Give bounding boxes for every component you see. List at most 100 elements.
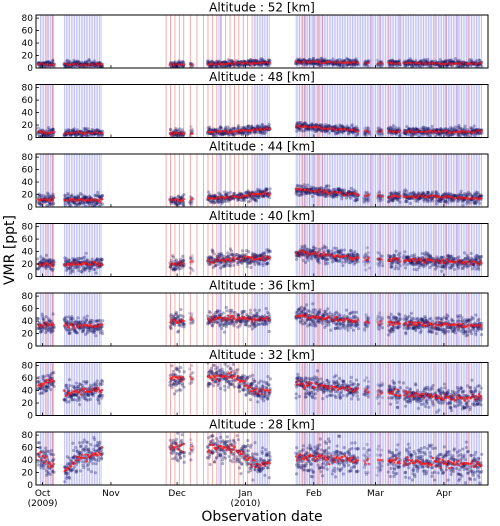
scatter-point	[87, 203, 91, 207]
scatter-point	[310, 128, 314, 132]
scatter-point	[233, 63, 237, 67]
scatter-point	[349, 58, 353, 62]
scatter-point	[243, 191, 247, 195]
scatter-point	[390, 132, 394, 136]
scatter-point	[354, 197, 359, 201]
scatter-point	[453, 56, 457, 61]
scatter-point	[354, 58, 358, 62]
scatter-point	[96, 134, 100, 138]
scatter-point	[94, 193, 98, 197]
mean-point	[408, 131, 411, 134]
scatter-point	[463, 134, 468, 138]
scatter-point	[302, 183, 306, 187]
mean-point	[328, 60, 331, 64]
mean-point	[52, 196, 55, 200]
scatter-point	[209, 200, 213, 205]
scatter-point	[76, 59, 80, 63]
scatter-point	[340, 197, 344, 201]
scatter-point	[217, 200, 221, 204]
scatter-point	[45, 129, 49, 133]
scatter-point	[314, 122, 319, 127]
scatter-point	[100, 64, 104, 68]
scatter-point	[180, 59, 184, 64]
scatter-point	[364, 197, 368, 201]
scatter-point	[82, 202, 86, 206]
scatter-point	[242, 131, 247, 135]
panel-title: Altitude : 52 [km]	[209, 1, 315, 15]
scatter-point	[388, 58, 392, 63]
scatter-point	[444, 59, 448, 63]
scatter-point	[99, 202, 103, 207]
scatter-point	[82, 195, 86, 199]
scatter-point	[222, 199, 226, 203]
scatter-point	[76, 133, 80, 137]
scatter-point	[226, 199, 230, 203]
scatter-point	[351, 58, 355, 62]
scatter-point	[218, 125, 222, 129]
mean-point	[268, 128, 271, 131]
mean-point	[52, 63, 55, 67]
scatter-point	[95, 194, 99, 198]
scatter-point	[74, 133, 78, 137]
panel-title: Altitude : 44 [km]	[209, 140, 315, 154]
scatter-point	[51, 127, 55, 131]
scatter-point	[231, 132, 235, 136]
scatter-point	[315, 128, 319, 132]
mean-point	[97, 62, 101, 66]
scatter-point	[64, 65, 68, 68]
scatter-point	[352, 63, 356, 67]
scatter-point	[408, 59, 412, 63]
scatter-point	[49, 134, 53, 138]
scatter-point	[258, 131, 262, 135]
scatter-point	[177, 60, 181, 64]
scatter-point	[244, 190, 249, 194]
mean-point	[380, 62, 384, 65]
scatter-point	[267, 63, 271, 67]
scatter-point	[209, 194, 213, 198]
scatter-point	[83, 201, 87, 205]
scatter-point	[50, 194, 54, 198]
scatter-point	[354, 57, 358, 61]
scatter-point	[356, 132, 360, 137]
scatter-point	[417, 63, 421, 68]
scatter-point	[182, 203, 186, 207]
scatter-point	[73, 59, 77, 63]
scatter-point	[398, 131, 402, 135]
scatter-point	[310, 194, 315, 199]
scatter-point	[306, 183, 310, 187]
scatter-point	[331, 57, 335, 61]
scatter-point	[466, 133, 470, 138]
scatter-point	[319, 129, 323, 133]
scatter-point	[347, 58, 351, 62]
scatter-point	[362, 197, 366, 201]
scatter-point	[247, 200, 251, 204]
scatter-point	[310, 187, 315, 191]
scatter-point	[294, 62, 298, 66]
scatter-point	[66, 129, 70, 133]
scatter-point	[356, 198, 360, 202]
scatter-point	[213, 200, 218, 204]
scatter-point	[398, 133, 402, 137]
scatter-point	[219, 199, 223, 204]
scatter-point	[226, 125, 230, 129]
scatter-point	[97, 129, 101, 133]
mean-point	[94, 64, 97, 67]
scatter-point	[470, 126, 474, 130]
mean-point	[182, 197, 185, 201]
mean-point	[100, 131, 104, 135]
scatter-point	[80, 193, 84, 197]
scatter-point	[455, 64, 459, 68]
scatter-point	[414, 58, 418, 63]
scatter-point	[323, 57, 327, 61]
mean-point	[73, 198, 76, 201]
scatter-point	[258, 129, 262, 134]
mean-point	[466, 130, 470, 133]
mean-point	[431, 62, 435, 65]
scatter-point	[101, 202, 105, 206]
scatter-point	[435, 202, 439, 206]
scatter-point	[412, 133, 416, 137]
scatter-point	[80, 134, 84, 138]
scatter-point	[70, 193, 74, 197]
scatter-point	[63, 201, 67, 205]
scatter-point	[208, 192, 212, 197]
